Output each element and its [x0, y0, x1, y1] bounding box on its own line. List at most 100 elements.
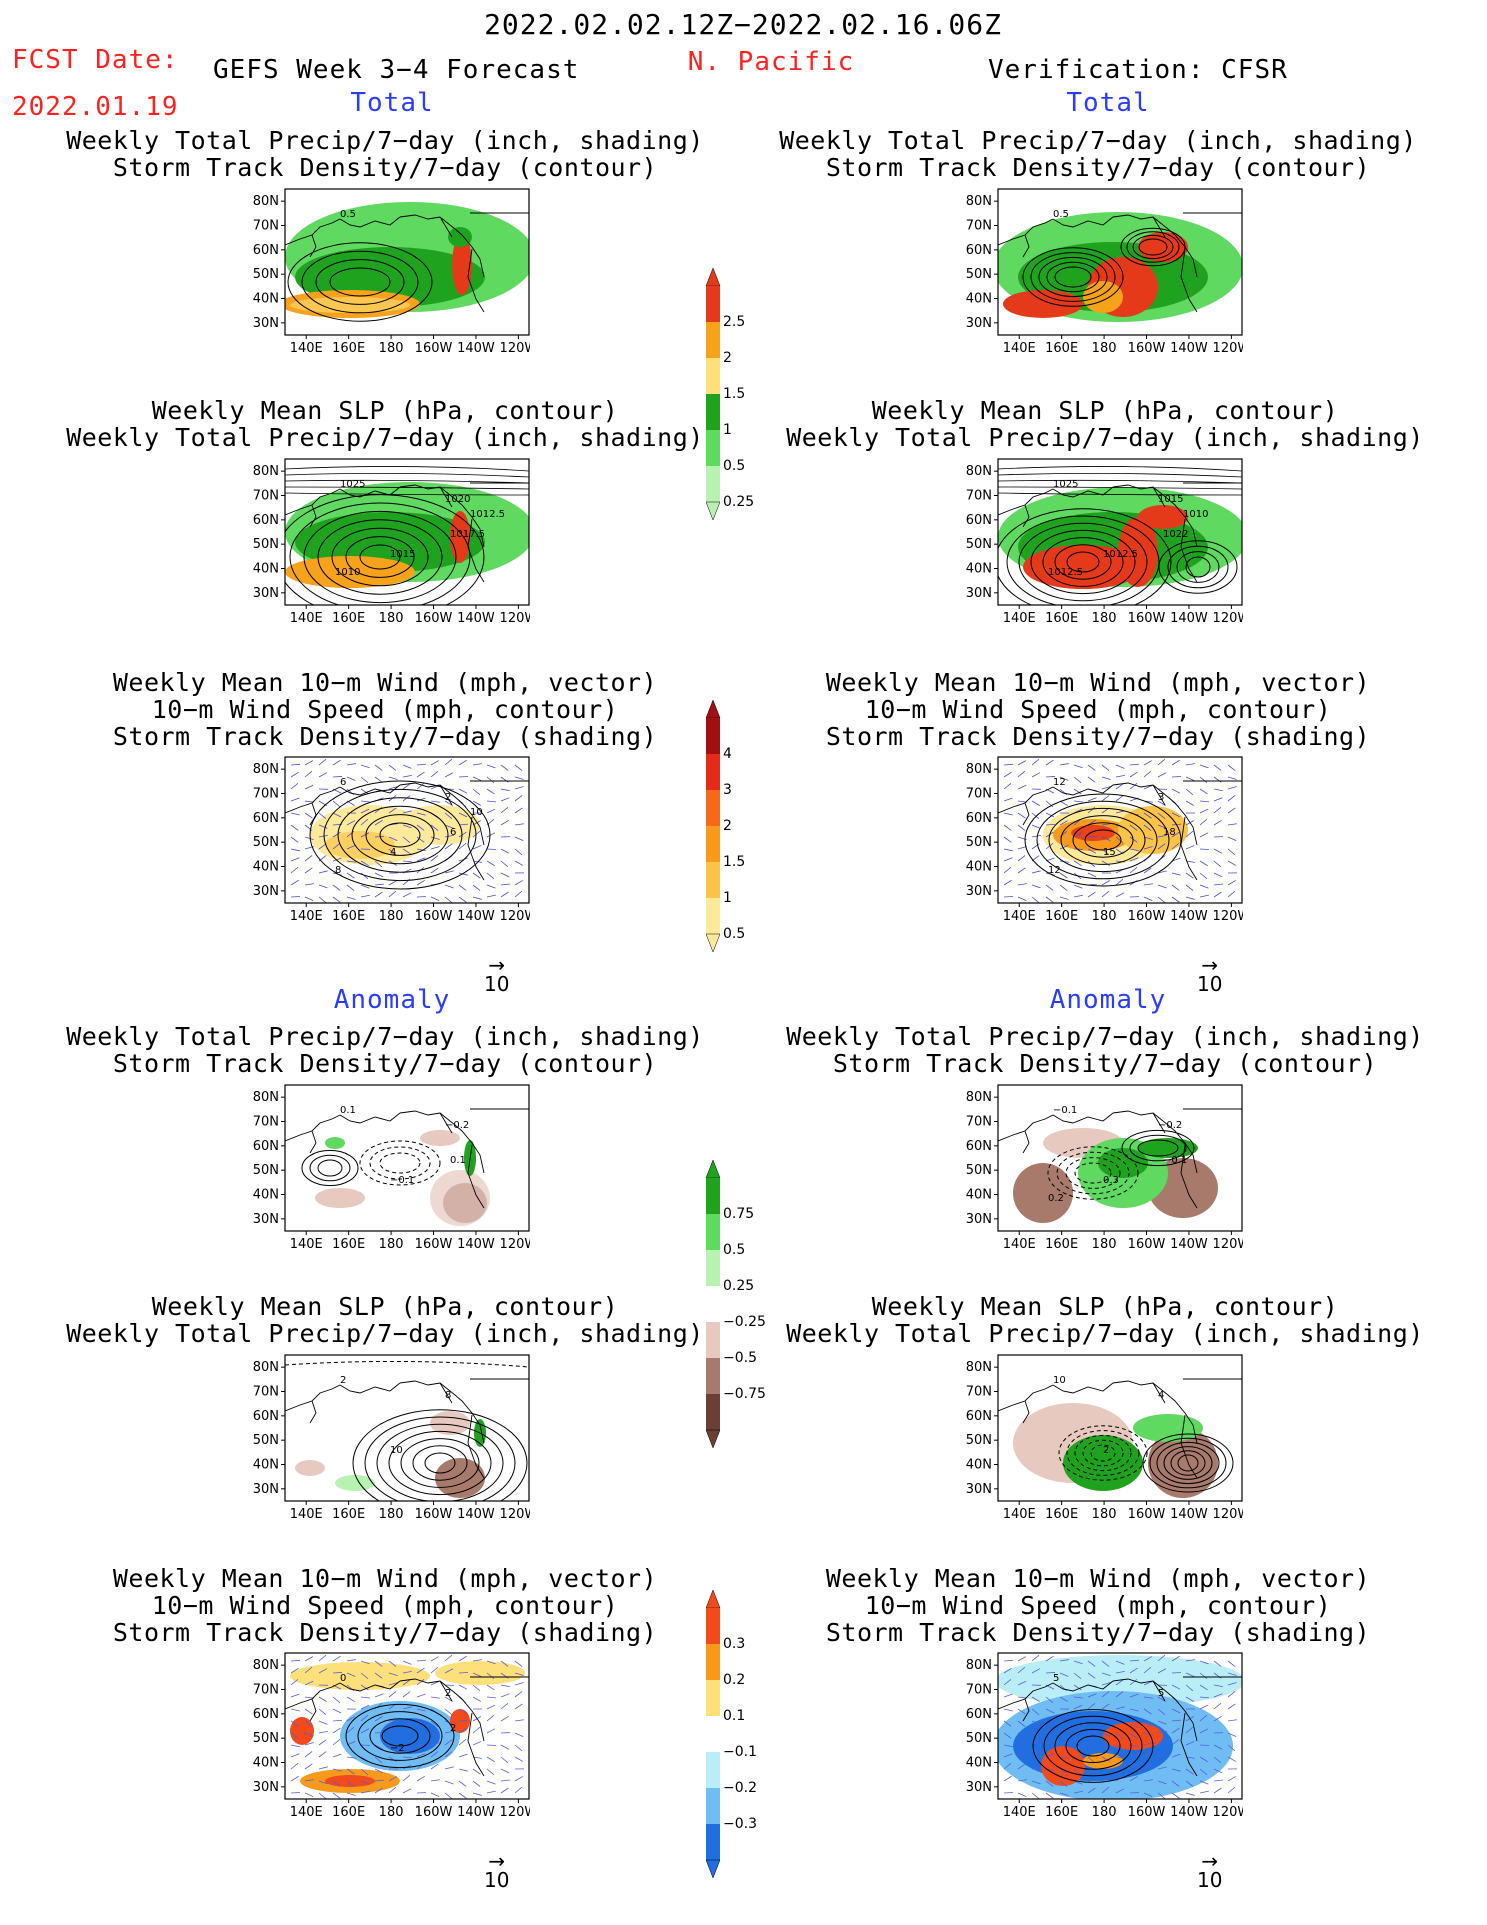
wind-vector [402, 824, 412, 829]
wind-vector [444, 1696, 453, 1703]
colorbar-label: 0.5 [723, 458, 745, 474]
wind-vector [1143, 1680, 1153, 1686]
contour-label: 4 [390, 847, 396, 858]
lon-label: 160E [1045, 1237, 1078, 1252]
lat-label: 50N [253, 1731, 279, 1746]
wind-vector [1017, 1680, 1027, 1686]
wind-vector [1115, 1732, 1124, 1739]
coastline [467, 1144, 485, 1209]
wind-vector [304, 1751, 313, 1758]
wind-vector [1059, 1768, 1068, 1775]
lat-label: 80N [253, 1090, 279, 1105]
slp-contour [998, 473, 1242, 478]
lon-label: 160E [1045, 611, 1078, 626]
wind-vector [304, 1666, 313, 1674]
fcst-anomaly-header: Anomaly [333, 985, 451, 1015]
wind-vector [1157, 1708, 1166, 1716]
lon-label: 180 [1092, 341, 1117, 356]
lon-label: 140E [290, 341, 323, 356]
colorbar-label: 4 [723, 746, 732, 762]
slp-contour [1082, 1439, 1124, 1467]
wind-vector [472, 776, 482, 781]
contour-label: 2 [340, 1375, 346, 1386]
lon-label: 160W [415, 909, 453, 924]
wind-vector [1031, 812, 1040, 820]
wind-vector [1143, 867, 1152, 874]
colorbar-label: 0.3 [723, 1636, 745, 1652]
coastline [998, 488, 1054, 516]
wind-vector [332, 1672, 343, 1674]
speed-contour [309, 780, 491, 890]
wind-vector [1003, 812, 1013, 816]
wind-vector [1171, 872, 1181, 876]
fcst-total-slp-map: 80N 70N 60N 50N 40N 30N 140E 160E 180 160W 140W 120… [240, 457, 530, 629]
wind-vector [458, 1727, 467, 1734]
wind-vector [1101, 1732, 1111, 1737]
wind-vector [458, 1792, 467, 1799]
wind-vector [1143, 824, 1152, 831]
wind-vector [430, 1656, 440, 1662]
wind-vector [388, 1719, 398, 1722]
wind-vector [290, 866, 299, 874]
lat-label: 70N [253, 1115, 279, 1130]
wind-vector [318, 1739, 327, 1746]
wind-vector [304, 855, 313, 862]
wind-vector [500, 1684, 510, 1688]
wind-vector [1059, 763, 1069, 766]
wind-vector [1199, 1780, 1209, 1785]
lat-label: 50N [253, 537, 279, 552]
wind-vector [1199, 808, 1209, 814]
wind-vector [346, 1792, 356, 1796]
map-content [998, 1654, 1242, 1799]
wind-vector [402, 764, 412, 769]
wind-vector [1143, 770, 1152, 778]
wind-vector [402, 1679, 411, 1686]
wind-vector [290, 824, 299, 831]
lon-label: 160E [332, 1237, 365, 1252]
anomaly-area [1148, 1428, 1218, 1498]
wind-vector [1087, 1693, 1097, 1698]
wind-vector [1129, 1667, 1138, 1674]
wind-vector [1157, 1654, 1166, 1662]
wind-vector [1045, 896, 1054, 903]
coastline [399, 214, 485, 278]
lat-label: 50N [253, 835, 279, 850]
lon-label: 180 [379, 1805, 404, 1820]
wind-vector [1199, 1714, 1208, 1722]
lat-label: 60N [966, 1409, 992, 1424]
speed-contour [337, 797, 463, 873]
slp-contour [285, 492, 529, 496]
colorbar-label: 1.5 [723, 386, 745, 402]
wind-vector [1073, 1728, 1083, 1734]
fcst-date: 2022.01.19 [12, 92, 179, 122]
wind-vector [374, 1756, 383, 1764]
wind-vector [444, 1780, 454, 1785]
contour-label: 4 [1158, 1390, 1164, 1401]
lat-label: 70N [253, 219, 279, 234]
slp-contour [285, 466, 529, 472]
lat-label: 30N [966, 586, 992, 601]
wind-vector [1171, 1719, 1181, 1722]
wind-vector [360, 1728, 370, 1734]
wind-vector [416, 857, 426, 862]
map-frame [284, 1354, 530, 1502]
wind-vector [1199, 818, 1208, 826]
coastline [1152, 1680, 1166, 1702]
wind-vector [1157, 1668, 1167, 1674]
lat-label: 40N [966, 292, 992, 307]
wind-vector [1227, 1786, 1236, 1794]
wind-vector [1157, 1730, 1167, 1734]
coastline [467, 248, 485, 313]
lon-label: 140W [457, 1805, 495, 1820]
verif-total-precip-title: Weekly Total Precip/7−day (inch, shading… [779, 127, 1417, 181]
region-title: N. Pacific [687, 47, 855, 77]
colorbar-swatch [706, 322, 720, 358]
contour-label: −0.2 [445, 1120, 469, 1131]
lat-label: 60N [966, 243, 992, 258]
map-content [998, 212, 1242, 322]
lat-label: 70N [253, 787, 279, 802]
wind-vector [1031, 758, 1040, 766]
lon-label: 160W [1128, 611, 1166, 626]
map-frame [997, 756, 1243, 904]
map-content [285, 466, 529, 605]
